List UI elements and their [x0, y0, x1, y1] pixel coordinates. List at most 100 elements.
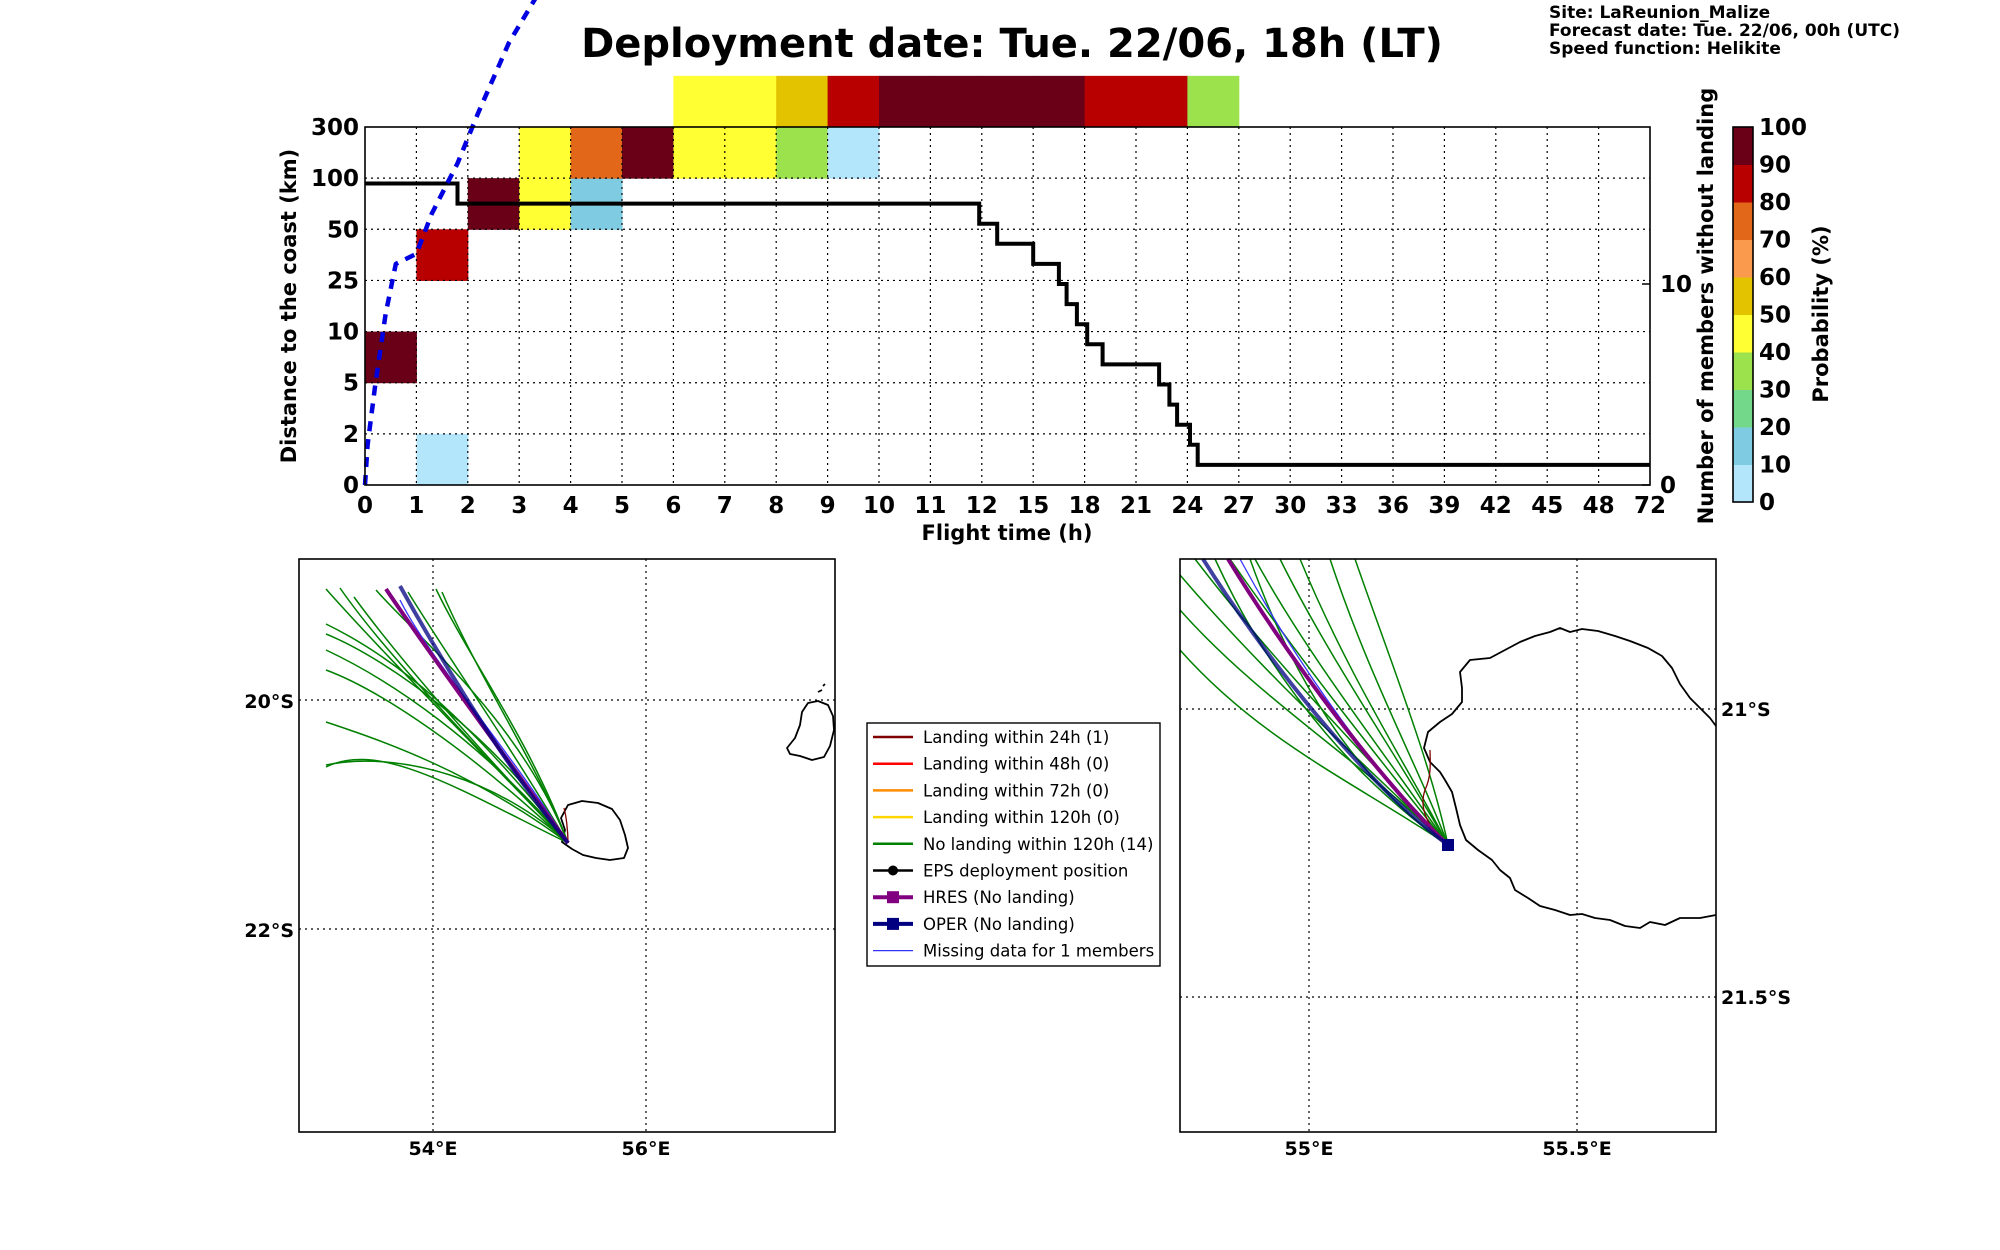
colorbar-band-0: [1733, 464, 1753, 503]
map1-lat-label-20s: 20°S: [244, 691, 294, 713]
legend-item-5: EPS deployment position: [873, 862, 1128, 881]
reunion-coastline: [560, 800, 629, 861]
colorbar-tick-label-7: 70: [1759, 228, 1791, 254]
colorbar-label: Probability (%): [1809, 225, 1833, 402]
heatmap-cell-15: [827, 127, 880, 179]
colorbar-tick-label-8: 80: [1759, 190, 1791, 216]
colorbar-tick-label-6: 60: [1759, 265, 1791, 291]
x-tick-label-18: 30: [1274, 493, 1306, 519]
heatmap-cell-1: [416, 433, 469, 486]
heatmap-cell-13: [776, 127, 829, 179]
x-tick-label-3: 3: [511, 493, 527, 519]
heatmap-cell-9: [673, 127, 726, 179]
mauritius-coastline: [786, 700, 835, 761]
colorbar-frame: [1732, 126, 1754, 503]
legend-label-4: No landing within 120h (14): [923, 835, 1153, 854]
map1-lat-label-22s: 22°S: [244, 920, 294, 942]
x-tick-label-17: 27: [1223, 493, 1255, 519]
x-tick-label-24: 48: [1583, 493, 1615, 519]
colorbar-tick-label-4: 40: [1759, 340, 1791, 366]
map2-lat-label-215s: 21.5°S: [1721, 987, 1791, 1009]
probability-colorbar: 0 10 20 30 40 50 60 70 80 90 100 Probability (%): [1732, 115, 1833, 516]
trajectories-detail: [1179, 557, 1450, 847]
legend-marker-7: [887, 917, 899, 930]
legend-marker-6: [887, 891, 899, 904]
figure-title: Deployment date: Tue. 22/06, 18h (LT): [581, 21, 1443, 67]
heatmap-cell-2: [416, 229, 469, 281]
x-tick-label-7: 7: [717, 493, 733, 519]
legend-marker-5: [888, 865, 898, 876]
legend-label-2: Landing within 72h (0): [923, 781, 1109, 800]
heatmap-cell-21: [1084, 75, 1137, 128]
colorbar-band-1: [1733, 427, 1753, 465]
legend-item-2: Landing within 72h (0): [873, 781, 1109, 800]
heatmap-cell-11: [724, 127, 777, 179]
colorbar-band-9: [1733, 127, 1753, 165]
local-trajectory-map: 21°S 21.5°S 55°E 55.5°E: [1179, 557, 1791, 1160]
map2-frame: [1179, 558, 1717, 1133]
heatmap-cell-10: [673, 75, 726, 128]
heatmap-cell-22: [1136, 75, 1188, 128]
legend-item-7: OPER (No landing): [873, 915, 1075, 934]
x-tick-label-23: 45: [1531, 493, 1563, 519]
heatmap-cell-23: [1187, 75, 1240, 128]
x-axis-label: Flight time (h): [922, 521, 1093, 545]
y-tick-label-3: 10: [327, 320, 359, 346]
oper-deployment-marker: [1442, 839, 1454, 851]
colorbar-band-5: [1733, 277, 1753, 315]
y-tick-label-1: 2: [343, 422, 359, 448]
legend-item-1: Landing within 48h (0): [873, 755, 1109, 774]
x-tick-label-11: 11: [914, 493, 946, 519]
legend-item-6: HRES (No landing): [873, 888, 1075, 907]
legend-label-3: Landing within 120h (0): [923, 808, 1120, 827]
x-tick-label-2: 2: [460, 493, 476, 519]
y2-tick-label-1: 10: [1660, 272, 1692, 298]
x-tick-label-13: 15: [1017, 493, 1049, 519]
trajectories: [325, 585, 570, 845]
y2-tick-label-0: 0: [1660, 473, 1676, 499]
legend-label-5: EPS deployment position: [923, 862, 1128, 881]
heatmap-cell-14: [776, 75, 829, 128]
colorbar-tick-label-2: 20: [1759, 415, 1791, 441]
legend-label-0: Landing within 24h (1): [923, 728, 1109, 747]
legend-label-7: OPER (No landing): [923, 915, 1075, 934]
y2-axis-label: Number of members without landing: [1694, 88, 1718, 525]
x-tick-label-22: 42: [1480, 493, 1512, 519]
map1-lon-label-54e: 54°E: [409, 1138, 458, 1160]
x-tick-label-1: 1: [408, 493, 424, 519]
heatmap-cell-8: [622, 127, 674, 179]
x-tick-label-15: 21: [1120, 493, 1152, 519]
x-tick-label-0: 0: [357, 493, 373, 519]
trajectory-legend: Landing within 24h (1) Landing within 48h…: [866, 722, 1161, 967]
colorbar-tick-label-1: 10: [1759, 453, 1791, 479]
x-tick-label-12: 12: [966, 493, 998, 519]
y-tick-label-5: 50: [327, 217, 359, 243]
legend-item-0: Landing within 24h (1): [873, 728, 1109, 747]
heatmap-cell-5: [519, 127, 572, 179]
y-tick-label-2: 5: [343, 371, 359, 397]
y-tick-label-0: 0: [343, 473, 359, 499]
reunion-coastline-detail: [1423, 627, 1717, 929]
x-tick-label-21: 39: [1428, 493, 1460, 519]
legend-box: [866, 722, 1161, 967]
legend-label-1: Landing within 48h (0): [923, 755, 1109, 774]
x-tick-label-16: 24: [1171, 493, 1203, 519]
heatmap-cell-16: [827, 75, 880, 128]
heatmap-cell-18: [930, 75, 983, 128]
y-tick-label-7: 300: [311, 115, 359, 141]
x-tick-label-19: 33: [1326, 493, 1358, 519]
colorbar-tick-label-9: 90: [1759, 153, 1791, 179]
colorbar-tick-label-5: 50: [1759, 303, 1791, 329]
colorbar-tick-label-3: 30: [1759, 378, 1791, 404]
y-tick-label-4: 25: [327, 268, 359, 294]
x-tick-label-4: 4: [563, 493, 579, 519]
colorbar-band-6: [1733, 239, 1753, 278]
legend-item-8: Missing data for 1 members: [873, 942, 1154, 961]
map1-frame: [298, 558, 836, 1133]
heatmap-cell-7: [570, 127, 623, 179]
colorbar-band-7: [1733, 202, 1753, 240]
heatmap-cell-0: [365, 331, 417, 384]
heatmap-cell-17: [879, 75, 931, 128]
y-axis-label: Distance to the coast (km): [277, 149, 301, 464]
legend-item-4: No landing within 120h (14): [873, 835, 1153, 854]
